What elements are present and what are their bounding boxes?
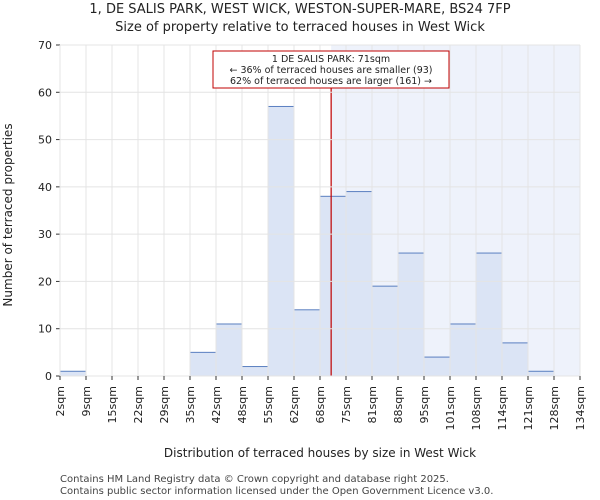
x-tick-label: 108sqm: [470, 386, 483, 430]
bar-121sqm: [527, 370, 555, 377]
x-tick-label: 2sqm: [54, 386, 67, 416]
x-tick-label: 22sqm: [132, 386, 145, 423]
x-tick-label: 134sqm: [574, 386, 587, 430]
x-tick-label: 15sqm: [106, 386, 119, 423]
y-tick-label: 60: [38, 86, 52, 99]
annotation-box: 1 DE SALIS PARK: 71sqm ← 36% of terraced…: [212, 50, 450, 89]
x-tick-label: 68sqm: [314, 386, 327, 423]
x-tick-label: 9sqm: [80, 386, 93, 416]
y-tick-label: 30: [38, 228, 52, 241]
y-tick-label: 10: [38, 323, 52, 336]
x-tick-label: 101sqm: [444, 386, 457, 430]
x-tick-label: 62sqm: [288, 386, 301, 423]
x-tick-label: 128sqm: [548, 386, 561, 430]
x-tick-label: 29sqm: [158, 386, 171, 423]
bar-48sqm: [241, 366, 269, 377]
y-ticks-group: 0 10 20 30 40 50 60 70: [38, 39, 581, 383]
annotation-border: [212, 50, 450, 89]
footer-line1: Contains HM Land Registry data © Crown c…: [60, 474, 449, 485]
annotation-line2: ← 36% of terraced houses are smaller (93…: [229, 65, 432, 76]
bar-75sqm: [345, 191, 373, 377]
bar-35sqm: [189, 351, 217, 377]
x-tick-label: 88sqm: [392, 386, 405, 423]
chart-title-line1: 1, DE SALIS PARK, WEST WICK, WESTON-SUPE…: [89, 2, 510, 17]
bar-55sqm: [267, 105, 295, 377]
x-ticks-group: 2sqm 9sqm 15sqm 22sqm 29sqm 35sqm 42sqm 48sqm 55…: [54, 376, 587, 430]
bar-108sqm: [475, 252, 503, 377]
x-tick-label: 35sqm: [184, 386, 197, 423]
y-axis-label: Number of terraced properties: [1, 123, 15, 306]
bar-42sqm: [215, 323, 243, 377]
bar-101sqm: [449, 323, 477, 377]
annotation-line1: 1 DE SALIS PARK: 71sqm: [272, 54, 390, 65]
x-axis-label: Distribution of terraced houses by size …: [164, 446, 476, 460]
y-tick-label: 40: [38, 181, 52, 194]
footer-line2: Contains public sector information licen…: [60, 486, 493, 497]
x-tick-label: 114sqm: [496, 386, 509, 430]
x-tick-label: 48sqm: [236, 386, 249, 423]
x-tick-label: 42sqm: [210, 386, 223, 423]
x-tick-label: 95sqm: [418, 386, 431, 423]
x-tick-label: 121sqm: [522, 386, 535, 430]
y-tick-label: 50: [38, 134, 52, 147]
x-tick-label: 55sqm: [262, 386, 275, 423]
bar-62sqm: [293, 309, 321, 377]
bar-114sqm: [501, 342, 529, 377]
bar-88sqm: [397, 252, 425, 377]
x-tick-label: 75sqm: [340, 386, 353, 423]
y-tick-label: 0: [45, 370, 52, 383]
y-tick-label: 20: [38, 275, 52, 288]
bar-2sqm: [59, 370, 87, 377]
y-tick-label: 70: [38, 39, 52, 52]
bar-68sqm: [319, 195, 347, 377]
bar-81sqm: [371, 285, 399, 377]
x-tick-label: 81sqm: [366, 386, 379, 423]
bar-95sqm: [423, 356, 451, 377]
annotation-line3: 62% of terraced houses are larger (161) …: [230, 76, 432, 87]
chart-title-line2: Size of property relative to terraced ho…: [115, 20, 485, 35]
